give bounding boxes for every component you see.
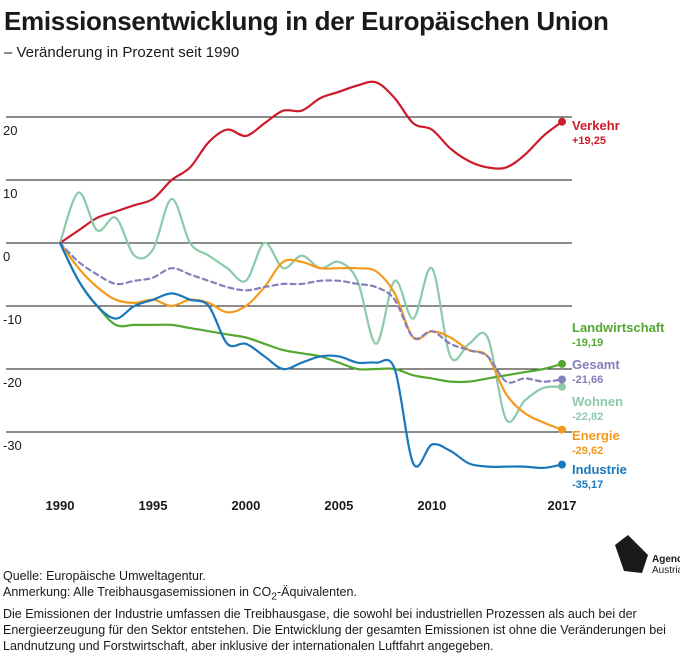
chart-title: Emissionsentwicklung in der Europäischen… [4, 6, 609, 36]
series-line-gesamt [58, 241, 564, 384]
series-value-wohnen: -22,82 [572, 411, 603, 423]
y-tick-label: -20 [3, 375, 22, 390]
annotation-note-subscript: 2 [271, 591, 277, 603]
x-tick-label: 1995 [139, 498, 168, 513]
y-tick-label: -10 [3, 312, 22, 327]
x-tick-label: 2010 [417, 498, 446, 513]
end-point-marker-energie [558, 425, 566, 434]
y-tick-label: -30 [3, 438, 22, 453]
annotation-note-text: Anmerkung: Alle Treibhausgasemissionen i… [3, 585, 272, 599]
annotation-note: Anmerkung: Alle Treibhausgasemissionen i… [3, 584, 675, 606]
series-value-landwirtschaft: -19,19 [572, 337, 603, 349]
x-tick-label: 1990 [46, 498, 75, 513]
y-tick-label: 20 [3, 123, 17, 138]
end-point-marker-wohnen [558, 382, 566, 391]
series-line-wohnen [58, 191, 564, 423]
series-labels: Verkehr +19,25 Wohnen -22,82 Landwirtschaft -… [572, 118, 665, 491]
agenda-austria-logo: Agenda Austria [612, 533, 680, 579]
logo-text-line1: Agenda [652, 554, 680, 565]
logo-mark-icon [615, 535, 648, 573]
source-note: Quelle: Europäische Umweltagentur. [3, 569, 206, 583]
series-line-verkehr [58, 80, 564, 245]
series-name-industrie: Industrie [572, 462, 627, 477]
series-value-industrie: -35,17 [572, 479, 603, 491]
end-point-marker-gesamt [558, 375, 566, 384]
logo-text-line2: Austria [652, 565, 680, 576]
end-point-marker-industrie [558, 460, 566, 469]
series-name-gesamt: Gesamt [572, 357, 620, 372]
series-line-industrie [58, 241, 564, 470]
series-name-landwirtschaft: Landwirtschaft [572, 320, 665, 335]
end-point-marker-landwirtschaft [558, 359, 566, 368]
series-name-energie: Energie [572, 428, 620, 443]
series-value-verkehr: +19,25 [572, 135, 606, 147]
series-value-gesamt: -21,66 [572, 374, 603, 386]
x-tick-label: 2005 [324, 498, 353, 513]
series-name-wohnen: Wohnen [572, 394, 623, 409]
y-tick-label: 10 [3, 186, 17, 201]
y-axis-ticks: 20 10 0 -10 -20 -30 [3, 123, 22, 453]
description-note: Die Emissionen der Industrie umfassen di… [3, 606, 666, 653]
chart-subtitle: – Veränderung in Prozent seit 1990 [4, 44, 240, 61]
grid-lines [6, 116, 572, 433]
x-axis-ticks: 1990 1995 2000 2005 2010 2017 [46, 498, 577, 513]
end-point-marker-verkehr [558, 117, 566, 126]
series-value-energie: -29,62 [572, 445, 603, 457]
series-name-verkehr: Verkehr [572, 118, 620, 133]
series-lines [58, 80, 566, 470]
x-tick-label: 2000 [231, 498, 260, 513]
annotation-note-suffix: -Äquivalenten. [277, 585, 357, 599]
footer: Quelle: Europäische Umweltagentur. Anmer… [3, 568, 675, 654]
series-line-landwirtschaft [58, 241, 564, 384]
x-tick-label: 2017 [548, 498, 577, 513]
y-tick-label: 0 [3, 249, 10, 264]
